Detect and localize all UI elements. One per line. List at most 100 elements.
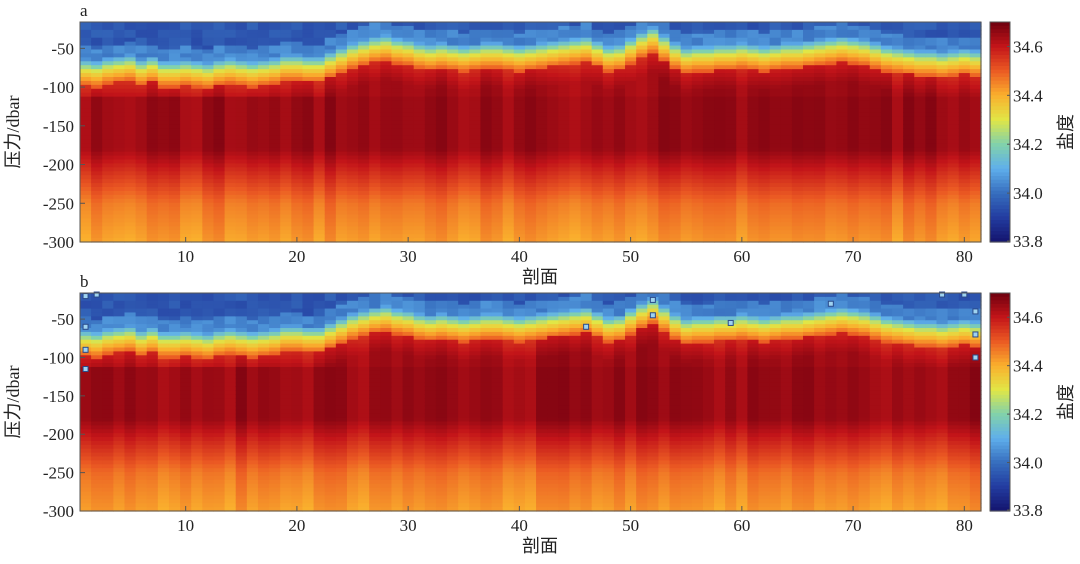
heatmap-cell xyxy=(869,214,882,220)
heatmap-cell xyxy=(669,80,682,86)
heatmap-cell xyxy=(358,155,370,161)
heatmap-cell xyxy=(869,25,882,31)
heatmap-cell xyxy=(680,33,693,39)
heatmap-cell xyxy=(869,222,882,227)
heatmap-cell xyxy=(102,343,114,349)
heatmap-cell xyxy=(914,210,926,216)
heatmap-cell xyxy=(102,296,114,302)
heatmap-cell xyxy=(458,84,470,90)
heatmap-cell xyxy=(947,69,960,74)
heatmap-cell xyxy=(235,112,248,117)
heatmap-cell xyxy=(702,167,715,172)
heatmap-cell xyxy=(235,206,248,212)
heatmap-cell xyxy=(124,464,137,469)
heatmap-cell xyxy=(458,175,470,180)
heatmap-cell xyxy=(358,37,370,43)
heatmap-cell xyxy=(869,61,882,66)
heatmap-cell xyxy=(880,88,893,94)
heatmap-cell xyxy=(736,65,748,70)
heatmap-cell xyxy=(736,206,748,212)
heatmap-cell xyxy=(780,61,793,66)
heatmap-cell xyxy=(736,190,748,196)
heatmap-cell xyxy=(102,116,114,121)
heatmap-cell xyxy=(80,316,92,321)
heatmap-cell xyxy=(836,73,849,78)
heatmap-cell xyxy=(736,234,748,239)
heatmap-cell xyxy=(880,155,893,161)
heatmap-cell xyxy=(836,132,849,137)
heatmap-cell xyxy=(613,65,626,70)
heatmap-cell xyxy=(825,77,837,82)
heatmap-cell xyxy=(969,230,982,235)
heatmap-cell xyxy=(80,147,92,153)
heatmap-cell xyxy=(780,139,793,145)
heatmap-cell xyxy=(91,425,103,430)
heatmap-cell xyxy=(636,159,648,165)
heatmap-cell xyxy=(335,210,348,216)
heatmap-cell xyxy=(80,135,92,141)
heatmap-cell xyxy=(814,92,826,98)
heatmap-cell xyxy=(202,175,215,180)
heatmap-cell xyxy=(903,151,915,157)
heatmap-cell xyxy=(725,49,737,55)
heatmap-cell xyxy=(714,124,726,129)
heatmap-cell xyxy=(324,124,337,129)
heatmap-cell xyxy=(825,104,837,110)
heatmap-cell xyxy=(335,49,348,55)
heatmap-cell xyxy=(791,155,804,161)
heatmap-cell xyxy=(803,77,815,82)
heatmap-cell xyxy=(524,171,537,176)
heatmap-cell xyxy=(391,132,404,137)
heatmap-cell xyxy=(869,202,882,208)
heatmap-cell xyxy=(124,84,137,90)
heatmap-cell xyxy=(202,139,215,145)
heatmap-cell xyxy=(402,194,415,200)
heatmap-cell xyxy=(791,108,804,113)
heatmap-cell xyxy=(636,25,648,31)
heatmap-cell xyxy=(725,108,737,113)
heatmap-cell xyxy=(80,104,92,110)
heatmap-cell xyxy=(113,37,126,43)
heatmap-cell xyxy=(413,163,426,168)
heatmap-cell xyxy=(80,65,92,70)
heatmap-cell xyxy=(469,112,482,117)
heatmap-cell xyxy=(725,96,737,102)
heatmap-cell xyxy=(202,53,215,58)
heatmap-cell xyxy=(358,139,370,145)
heatmap-cell xyxy=(714,234,726,239)
heatmap-cell xyxy=(569,112,582,117)
heatmap-cell xyxy=(803,57,815,62)
heatmap-cell xyxy=(769,57,782,62)
heatmap-cell xyxy=(380,238,393,243)
heatmap-cell xyxy=(758,45,771,51)
heatmap-cell xyxy=(736,147,748,153)
heatmap-cell xyxy=(80,425,92,430)
heatmap-cell xyxy=(513,84,526,90)
heatmap-cell xyxy=(313,104,326,110)
heatmap-cell xyxy=(257,104,270,110)
colorbar-tick-label: 33.8 xyxy=(1013,232,1043,251)
heatmap-cell xyxy=(213,218,226,223)
heatmap-cell xyxy=(936,230,949,235)
heatmap-cell xyxy=(513,226,526,231)
heatmap-cell xyxy=(925,163,938,168)
heatmap-cell xyxy=(157,230,170,235)
heatmap-cell xyxy=(814,77,826,82)
heatmap-cell xyxy=(91,33,103,39)
heatmap-cell xyxy=(235,238,248,243)
heatmap-cell xyxy=(335,88,348,94)
heatmap-cell xyxy=(925,206,938,212)
heatmap-cell xyxy=(402,100,415,106)
heatmap-cell xyxy=(903,65,915,70)
heatmap-cell xyxy=(880,187,893,192)
heatmap-cell xyxy=(524,151,537,157)
heatmap-cell xyxy=(80,382,92,388)
heatmap-cell xyxy=(269,210,281,216)
heatmap-cell xyxy=(636,183,648,188)
heatmap-cell xyxy=(880,128,893,133)
heatmap-cell xyxy=(447,202,459,208)
heatmap-cell xyxy=(647,45,660,51)
colorbar-cell xyxy=(990,139,1010,144)
heatmap-cell xyxy=(880,194,893,200)
heatmap-cell xyxy=(191,226,203,231)
